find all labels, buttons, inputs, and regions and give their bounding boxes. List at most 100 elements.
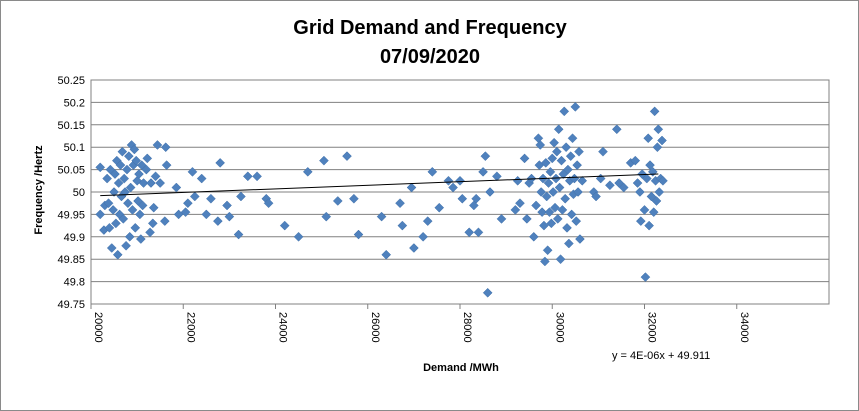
data-point bbox=[485, 187, 495, 197]
data-point bbox=[510, 205, 521, 215]
data-point bbox=[159, 216, 170, 226]
data-point bbox=[567, 133, 578, 144]
data-point bbox=[123, 151, 134, 162]
y-tick-label: 49.95 bbox=[57, 209, 85, 221]
data-point bbox=[130, 222, 141, 233]
data-point bbox=[512, 175, 523, 186]
data-point bbox=[152, 140, 163, 150]
data-point bbox=[180, 207, 191, 218]
data-point bbox=[141, 164, 152, 175]
data-point bbox=[110, 169, 120, 179]
data-point bbox=[657, 135, 667, 146]
data-point bbox=[122, 164, 132, 175]
data-point bbox=[108, 205, 118, 215]
data-point bbox=[533, 133, 544, 144]
data-point bbox=[649, 106, 660, 117]
data-point bbox=[409, 243, 419, 253]
data-point bbox=[342, 151, 352, 162]
data-point bbox=[464, 227, 475, 238]
data-point bbox=[119, 173, 130, 184]
data-point bbox=[395, 198, 405, 209]
data-point bbox=[189, 191, 200, 202]
data-point bbox=[611, 124, 622, 135]
data-point bbox=[542, 245, 553, 256]
data-point bbox=[561, 142, 571, 153]
data-point bbox=[552, 214, 563, 224]
data-point bbox=[560, 193, 571, 204]
data-point bbox=[302, 166, 313, 177]
data-point bbox=[537, 207, 547, 218]
data-point bbox=[118, 214, 129, 224]
data-point bbox=[595, 173, 606, 184]
data-point bbox=[644, 220, 654, 231]
data-point bbox=[123, 198, 133, 209]
data-point bbox=[224, 211, 235, 222]
x-axis-ticks: 20000 22000 24000 26000 28000 30000 32000 34000 bbox=[90, 304, 750, 343]
data-point bbox=[559, 106, 570, 117]
data-point bbox=[550, 202, 560, 213]
data-point bbox=[201, 209, 212, 220]
data-point bbox=[134, 169, 144, 179]
x-tick-label: 30000 bbox=[553, 312, 565, 343]
data-point bbox=[591, 191, 601, 202]
data-point bbox=[150, 171, 161, 182]
data-point bbox=[142, 153, 153, 164]
data-point bbox=[125, 182, 136, 193]
data-point bbox=[552, 146, 562, 157]
data-point bbox=[551, 173, 561, 184]
data-point bbox=[103, 198, 114, 209]
data-point bbox=[555, 254, 566, 265]
data-point bbox=[549, 137, 559, 148]
data-point bbox=[635, 216, 646, 226]
x-tick-label: 26000 bbox=[369, 312, 381, 343]
x-tick-label: 34000 bbox=[738, 312, 750, 343]
chart-title: Grid Demand and Frequency bbox=[293, 17, 567, 39]
y-tick-label: 50.25 bbox=[57, 75, 85, 87]
data-point bbox=[641, 173, 652, 184]
y-tick-label: 50.2 bbox=[64, 97, 85, 109]
data-point bbox=[131, 155, 142, 166]
data-point bbox=[480, 151, 491, 162]
data-point bbox=[553, 124, 564, 135]
data-point bbox=[95, 162, 106, 173]
data-point bbox=[573, 187, 583, 197]
y-tick-label: 49.9 bbox=[64, 232, 85, 244]
data-point bbox=[109, 187, 119, 197]
data-point bbox=[187, 166, 198, 177]
data-point bbox=[645, 160, 655, 170]
y-tick-label: 49.8 bbox=[64, 277, 85, 289]
data-point bbox=[639, 205, 650, 215]
data-point bbox=[577, 175, 588, 186]
data-point bbox=[112, 249, 123, 260]
trendline bbox=[100, 173, 659, 197]
data-point bbox=[321, 211, 332, 222]
data-point bbox=[115, 160, 126, 170]
data-point bbox=[434, 202, 445, 213]
data-point bbox=[148, 202, 159, 213]
data-point bbox=[145, 227, 155, 238]
y-tick-label: 49.85 bbox=[57, 254, 85, 266]
data-point bbox=[293, 231, 304, 242]
data-point bbox=[643, 133, 654, 144]
trendline-equation: y = 4E-06x + 49.911 bbox=[612, 350, 710, 362]
data-point bbox=[279, 220, 290, 231]
data-point bbox=[635, 187, 645, 197]
data-point bbox=[104, 222, 115, 233]
y-axis-ticks: 49.75 49.8 49.85 49.9 49.95 50 50.05 50.1 50.15 5… bbox=[57, 75, 85, 311]
data-point bbox=[482, 287, 493, 298]
data-point bbox=[102, 173, 112, 184]
x-tick-label: 28000 bbox=[461, 312, 473, 343]
data-point bbox=[640, 272, 651, 282]
data-point bbox=[554, 182, 565, 193]
data-point bbox=[215, 158, 226, 168]
data-point bbox=[557, 205, 568, 215]
data-point bbox=[349, 193, 359, 204]
data-point bbox=[648, 207, 659, 218]
data-point bbox=[654, 187, 665, 197]
data-point bbox=[129, 144, 140, 155]
data-point bbox=[572, 160, 583, 170]
data-point bbox=[117, 146, 128, 157]
data-point bbox=[135, 209, 145, 220]
data-point bbox=[137, 200, 148, 211]
